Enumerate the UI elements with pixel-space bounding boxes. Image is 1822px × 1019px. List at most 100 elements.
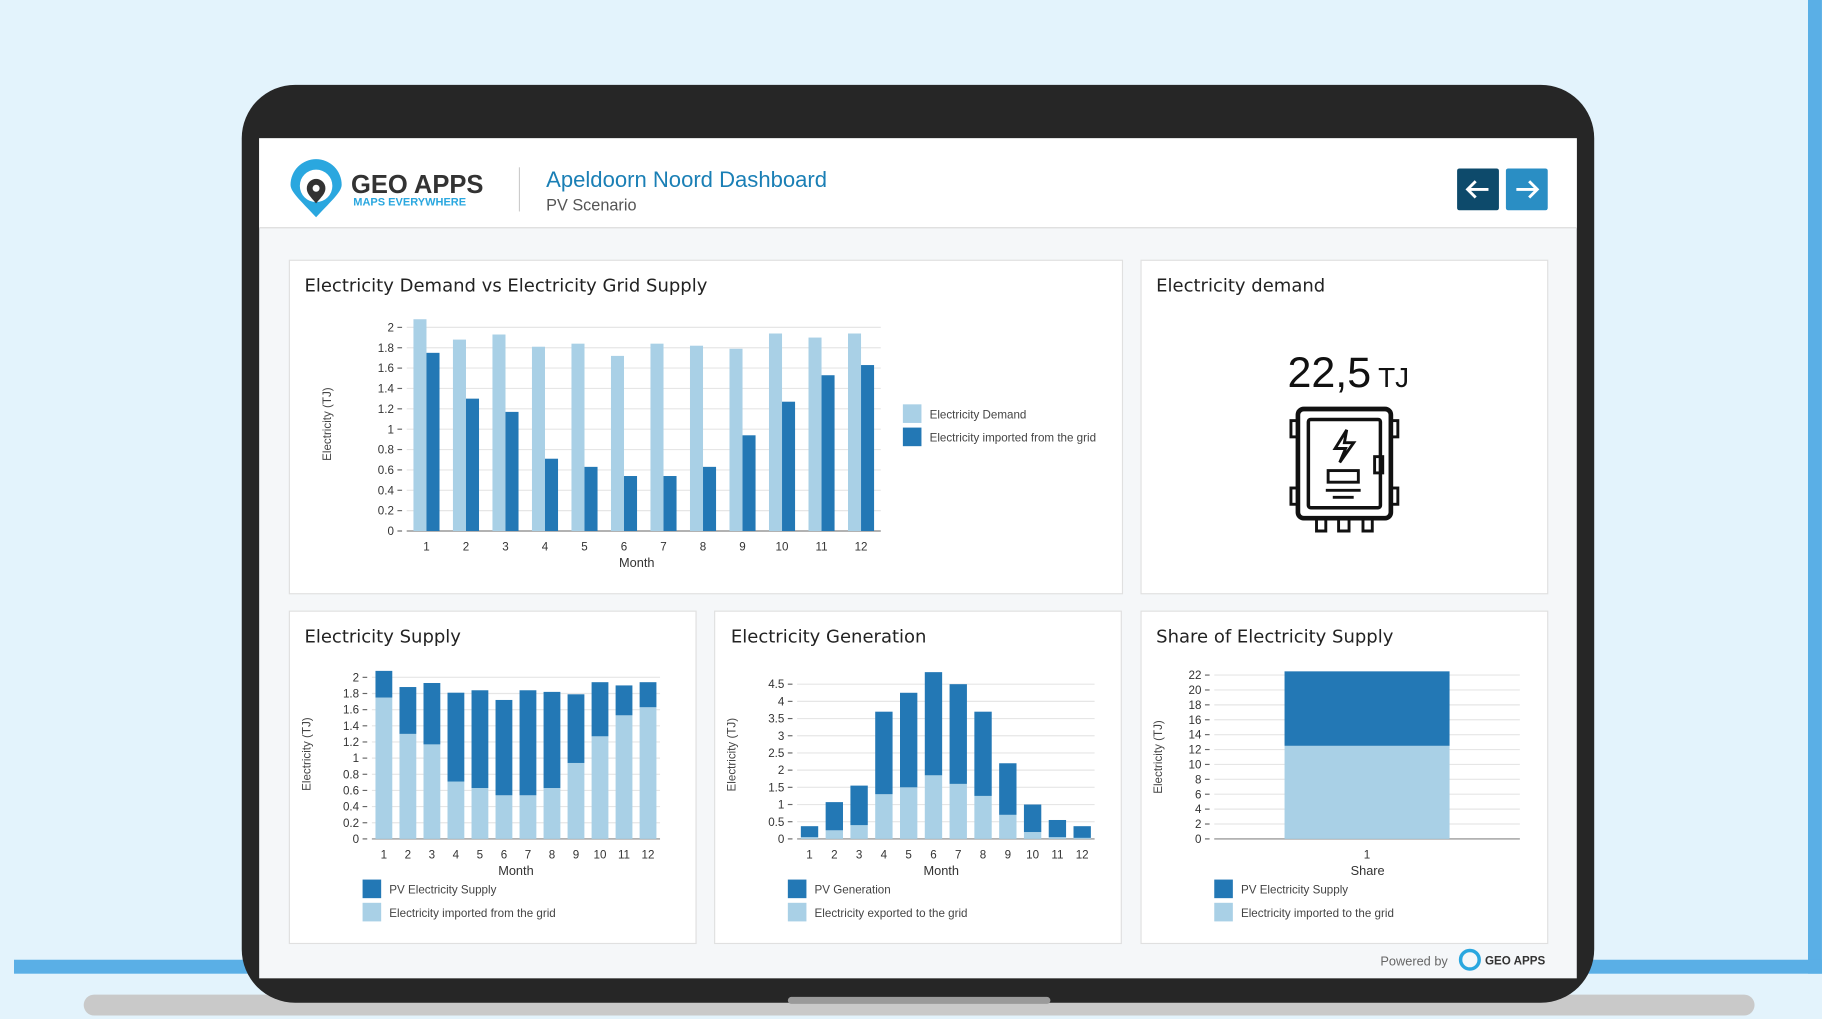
y-axis-label: Electricity (TJ) bbox=[300, 717, 313, 791]
bar-segment bbox=[949, 783, 967, 839]
bar-segment bbox=[567, 762, 585, 839]
icon-inner bbox=[1306, 417, 1383, 510]
y-tick-label: 4 bbox=[1195, 803, 1202, 816]
x-axis-label: Share bbox=[1351, 863, 1385, 878]
x-tick-label: 3 bbox=[856, 849, 862, 862]
bar-segment bbox=[800, 826, 819, 838]
y-tick-label: 10 bbox=[1189, 759, 1202, 772]
bar-segment bbox=[495, 699, 513, 796]
bar bbox=[821, 375, 835, 531]
x-tick-label: 12 bbox=[1076, 849, 1089, 862]
x-tick-label: 6 bbox=[621, 541, 627, 554]
y-tick-label: 0.8 bbox=[378, 444, 394, 457]
next-button[interactable] bbox=[1505, 168, 1548, 211]
bar-segment bbox=[591, 682, 609, 737]
bar-segment bbox=[1023, 832, 1042, 839]
kpi-title: Electricity demand bbox=[1156, 276, 1325, 297]
icon-lines bbox=[1325, 488, 1361, 499]
y-tick-label: 1 bbox=[778, 799, 784, 812]
bar-segment bbox=[875, 794, 893, 839]
header bbox=[259, 138, 1577, 228]
y-tick-label: 0 bbox=[1195, 833, 1201, 846]
bar-segment bbox=[924, 672, 943, 776]
prev-button[interactable] bbox=[1457, 168, 1499, 211]
y-tick-label: 2.5 bbox=[768, 747, 784, 760]
x-tick-label: 4 bbox=[881, 849, 888, 862]
y-tick-label: 20 bbox=[1189, 684, 1202, 697]
bar-segment bbox=[999, 763, 1017, 815]
x-tick-label: 7 bbox=[660, 541, 666, 554]
legend-label: PV Electricity Supply bbox=[389, 884, 496, 897]
bar-segment bbox=[1048, 819, 1067, 838]
icon-switch bbox=[1326, 469, 1360, 484]
x-tick-label: 11 bbox=[618, 849, 630, 862]
bar-segment bbox=[639, 707, 657, 839]
x-tick-label: 4 bbox=[542, 541, 549, 554]
y-tick-label: 0.2 bbox=[378, 505, 394, 518]
bar-segment bbox=[615, 685, 633, 716]
dashboard-subtitle: PV Scenario bbox=[546, 196, 636, 214]
arrow-right bbox=[1516, 180, 1540, 199]
bar-segment bbox=[567, 694, 585, 763]
bar-segment bbox=[615, 715, 633, 839]
y-tick-label: 3.5 bbox=[768, 713, 784, 726]
y-tick-label: 1.2 bbox=[343, 736, 359, 749]
bar-segment bbox=[825, 802, 843, 831]
bar-segment bbox=[1073, 837, 1091, 839]
x-tick-label: 8 bbox=[549, 849, 555, 862]
y-tick-label: 0.2 bbox=[343, 817, 359, 830]
bar bbox=[413, 319, 427, 531]
bar-segment bbox=[519, 690, 537, 796]
legend-swatch bbox=[902, 404, 922, 423]
bar bbox=[703, 466, 717, 531]
x-tick-label: 6 bbox=[930, 849, 936, 862]
legend-swatch bbox=[362, 902, 382, 922]
bar bbox=[505, 411, 519, 531]
icon-tab bbox=[1289, 486, 1300, 506]
y-tick-label: 4 bbox=[778, 695, 785, 708]
bar-segment bbox=[1073, 826, 1091, 838]
kpi-value: 22,5 TJ bbox=[1287, 349, 1409, 397]
y-tick-label: 0.4 bbox=[378, 484, 395, 497]
y-tick-label: 0.8 bbox=[343, 768, 359, 781]
y-tick-label: 8 bbox=[1195, 773, 1201, 786]
bar-segment bbox=[850, 825, 868, 839]
y-tick-label: 1.5 bbox=[768, 781, 784, 794]
panel bbox=[1140, 259, 1549, 595]
legend-swatch bbox=[1214, 902, 1233, 922]
y-axis-label: Electricity (TJ) bbox=[726, 718, 739, 792]
legend-label: PV Generation bbox=[815, 884, 891, 897]
y-tick-label: 6 bbox=[1195, 788, 1201, 801]
x-tick-label: 4 bbox=[453, 849, 460, 862]
bar-segment bbox=[447, 781, 465, 839]
legend-swatch bbox=[362, 879, 382, 899]
chart-title: Share of Electricity Supply bbox=[1156, 627, 1394, 648]
bar bbox=[782, 401, 796, 531]
icon-tab bbox=[1389, 419, 1400, 439]
bar bbox=[544, 458, 559, 531]
bar-segment bbox=[900, 787, 918, 839]
bar bbox=[610, 355, 625, 531]
icon-handle bbox=[1373, 455, 1385, 475]
bar bbox=[689, 345, 704, 531]
x-tick-label: 10 bbox=[594, 849, 607, 862]
bar bbox=[465, 398, 480, 531]
y-tick-label: 3 bbox=[778, 730, 784, 743]
x-tick-label: 8 bbox=[980, 849, 986, 862]
icon-feet bbox=[1315, 518, 1374, 533]
x-tick-label: 1 bbox=[423, 541, 429, 554]
laptop-notch bbox=[787, 996, 1051, 1004]
bar bbox=[571, 343, 585, 531]
legend-label: Electricity imported from the grid bbox=[930, 432, 1096, 445]
bar-segment bbox=[1284, 745, 1450, 839]
icon-tab bbox=[1389, 486, 1400, 506]
bar bbox=[861, 365, 875, 531]
x-axis-label: Month bbox=[619, 555, 654, 570]
chart-title: Electricity Demand vs Electricity Grid S… bbox=[304, 276, 707, 297]
bar bbox=[624, 476, 638, 531]
y-tick-label: 1.8 bbox=[343, 688, 359, 701]
legend-label: Electricity exported to the grid bbox=[815, 907, 968, 920]
x-tick-label: 11 bbox=[816, 541, 828, 554]
x-tick-label: 5 bbox=[581, 541, 587, 554]
